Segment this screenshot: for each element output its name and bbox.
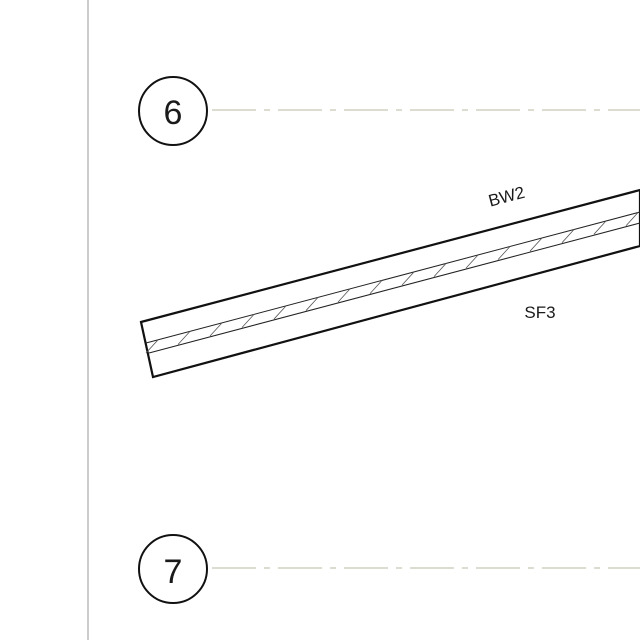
hatch-mark <box>529 237 543 252</box>
hatch-mark <box>369 280 383 294</box>
grid-bubble-7-label: 7 <box>164 553 183 591</box>
hatch-mark <box>209 322 223 337</box>
hatch-mark <box>625 212 639 226</box>
wall-assembly <box>139 188 640 379</box>
hatch-mark <box>593 220 607 235</box>
hatch-mark <box>465 254 479 269</box>
wall-outline <box>139 188 640 379</box>
grid-line-6: 6 <box>138 76 640 146</box>
wall-core-line-top <box>145 211 640 344</box>
grid-bubble-6 <box>138 76 208 146</box>
hatch-mark <box>305 297 319 311</box>
grid-bubble-6-label: 6 <box>164 94 183 132</box>
hatch-mark <box>337 288 351 303</box>
hatch-mark <box>177 331 191 345</box>
hatch-mark <box>561 229 575 243</box>
wall-tag-top: BW2 <box>486 183 526 211</box>
hatch-mark <box>273 305 287 320</box>
wall-tag-bottom: SF3 <box>524 303 555 322</box>
hatch-mark <box>433 263 447 277</box>
wall-core-line-bottom <box>148 222 640 354</box>
grid-bubble-7 <box>138 534 208 604</box>
hatch-mark <box>401 271 415 286</box>
hatch-mark <box>241 314 255 328</box>
hatch-mark <box>145 339 159 354</box>
grid-line-7: 7 <box>138 534 640 604</box>
wall-core-hatch <box>145 212 639 354</box>
hatch-mark <box>497 246 511 260</box>
